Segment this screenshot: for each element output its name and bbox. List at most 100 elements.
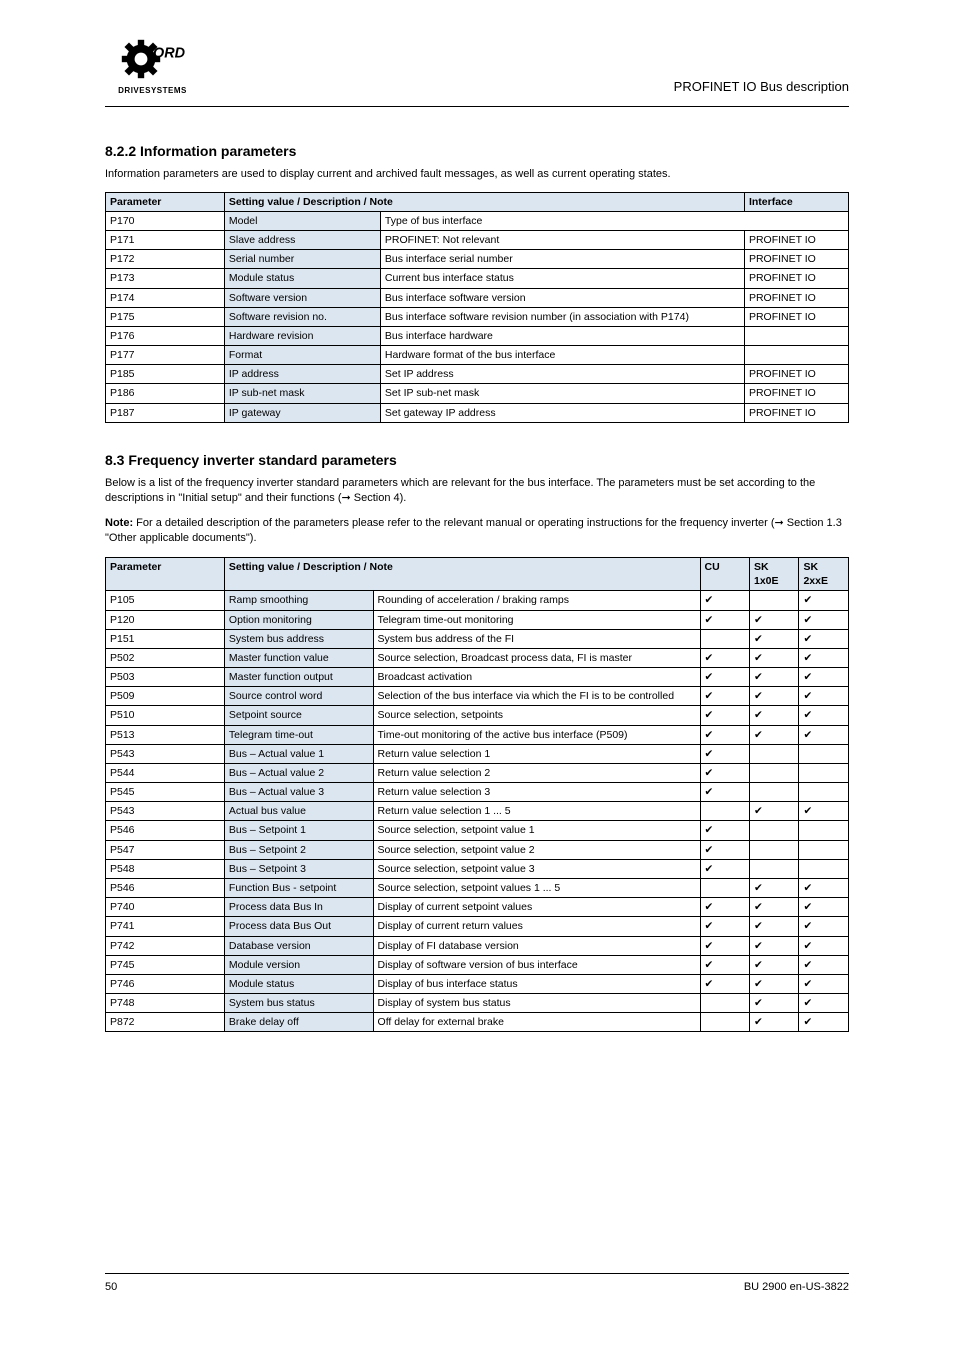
table-cell: Bus – Actual value 2 <box>224 763 373 782</box>
table-cell: ✔ <box>700 840 749 859</box>
table-cell: ✔ <box>750 974 799 993</box>
table-cell: ✔ <box>799 629 849 648</box>
table-cell: P176 <box>106 326 225 345</box>
table-cell: Off delay for external brake <box>373 1013 700 1032</box>
table-cell <box>700 994 749 1013</box>
table-cell: ✔ <box>700 591 749 610</box>
table-cell <box>750 840 799 859</box>
table-cell: Selection of the bus interface via which… <box>373 687 700 706</box>
table-cell <box>700 1013 749 1032</box>
table-cell: ✔ <box>799 668 849 687</box>
table-row: P503Master function outputBroadcast acti… <box>106 668 849 687</box>
table-cell: Display of FI database version <box>373 936 700 955</box>
table-cell: ✔ <box>799 725 849 744</box>
table-cell: Model <box>224 211 380 230</box>
table-cell: ✔ <box>700 917 749 936</box>
table-cell: P170 <box>106 211 225 230</box>
table-cell: P177 <box>106 346 225 365</box>
page-number: 50 <box>105 1280 117 1295</box>
table-cell: P872 <box>106 1013 225 1032</box>
table-cell: Bus – Setpoint 2 <box>224 840 373 859</box>
table-cell: ✔ <box>750 687 799 706</box>
table-cell: Broadcast activation <box>373 668 700 687</box>
doc-title: PROFINET IO Bus description <box>200 78 849 100</box>
table-cell: P173 <box>106 269 225 288</box>
table-cell <box>750 591 799 610</box>
table-cell: P151 <box>106 629 225 648</box>
table-cell: IP address <box>224 365 380 384</box>
table-cell: ✔ <box>700 725 749 744</box>
table-cell: P120 <box>106 610 225 629</box>
table-cell: P543 <box>106 802 225 821</box>
table-cell: Display of current setpoint values <box>373 898 700 917</box>
table-cell: P543 <box>106 744 225 763</box>
gear-logo-icon: ORD <box>113 34 193 84</box>
table-cell <box>799 783 849 802</box>
table-header: Interface <box>744 192 848 211</box>
table-cell: ✔ <box>799 706 849 725</box>
table-cell <box>799 744 849 763</box>
table-row: P151System bus addressSystem bus address… <box>106 629 849 648</box>
table-cell: ✔ <box>700 668 749 687</box>
table-cell: ✔ <box>700 744 749 763</box>
table-cell: Software revision no. <box>224 307 380 326</box>
table-cell: Module version <box>224 955 373 974</box>
table-cell <box>799 840 849 859</box>
table-cell <box>750 763 799 782</box>
table-cell: ✔ <box>750 936 799 955</box>
table-cell: Source selection, setpoint value 1 <box>373 821 700 840</box>
table-cell: IP sub-net mask <box>224 384 380 403</box>
table-cell: P548 <box>106 859 225 878</box>
table-row: P185IP addressSet IP addressPROFINET IO <box>106 365 849 384</box>
table-row: P509Source control wordSelection of the … <box>106 687 849 706</box>
table-cell: P172 <box>106 250 225 269</box>
table-cell: Return value selection 3 <box>373 783 700 802</box>
table-cell: P545 <box>106 783 225 802</box>
table-cell: P513 <box>106 725 225 744</box>
table-row: P175Software revision no.Bus interface s… <box>106 307 849 326</box>
table-cell: Set IP sub-net mask <box>380 384 744 403</box>
table-cell: P509 <box>106 687 225 706</box>
table-cell: PROFINET IO <box>744 307 848 326</box>
table-row: P105Ramp smoothingRounding of accelerati… <box>106 591 849 610</box>
table-cell: System bus address <box>224 629 373 648</box>
table-cell: ✔ <box>799 936 849 955</box>
table-cell: System bus status <box>224 994 373 1013</box>
table-cell: Current bus interface status <box>380 269 744 288</box>
table-cell: ✔ <box>799 687 849 706</box>
table-cell: ✔ <box>700 955 749 974</box>
table-cell: P502 <box>106 648 225 667</box>
table-cell: ✔ <box>750 610 799 629</box>
table-cell: ✔ <box>700 763 749 782</box>
table-cell: ✔ <box>799 994 849 1013</box>
table-cell: ✔ <box>700 687 749 706</box>
table-cell: Setpoint source <box>224 706 373 725</box>
table-cell: ✔ <box>799 610 849 629</box>
table-cell: PROFINET IO <box>744 269 848 288</box>
table-cell: ✔ <box>750 706 799 725</box>
info-params-table: Parameter Setting value / Description / … <box>105 192 849 423</box>
table-row: P547Bus – Setpoint 2Source selection, se… <box>106 840 849 859</box>
table-row: P548Bus – Setpoint 3Source selection, se… <box>106 859 849 878</box>
table-cell: Actual bus value <box>224 802 373 821</box>
table-cell: ✔ <box>799 955 849 974</box>
table-cell: PROFINET IO <box>744 288 848 307</box>
table-cell: Bus interface hardware <box>380 326 744 345</box>
section2-heading: 8.3 Frequency inverter standard paramete… <box>105 451 849 470</box>
table-cell: ✔ <box>799 878 849 897</box>
table-cell: P503 <box>106 668 225 687</box>
table-row: P545Bus – Actual value 3Return value sel… <box>106 783 849 802</box>
table-cell: ✔ <box>799 898 849 917</box>
table-row: P502Master function valueSource selectio… <box>106 648 849 667</box>
table-cell: Brake delay off <box>224 1013 373 1032</box>
table-cell: Bus interface software version <box>380 288 744 307</box>
table-cell: P740 <box>106 898 225 917</box>
table-cell: Master function value <box>224 648 373 667</box>
table-cell <box>700 629 749 648</box>
table-cell: PROFINET IO <box>744 384 848 403</box>
table-cell: P547 <box>106 840 225 859</box>
table-cell: ✔ <box>750 878 799 897</box>
table-cell: ✔ <box>750 648 799 667</box>
table-cell <box>799 821 849 840</box>
table-header: Setting value / Description / Note <box>224 558 700 591</box>
